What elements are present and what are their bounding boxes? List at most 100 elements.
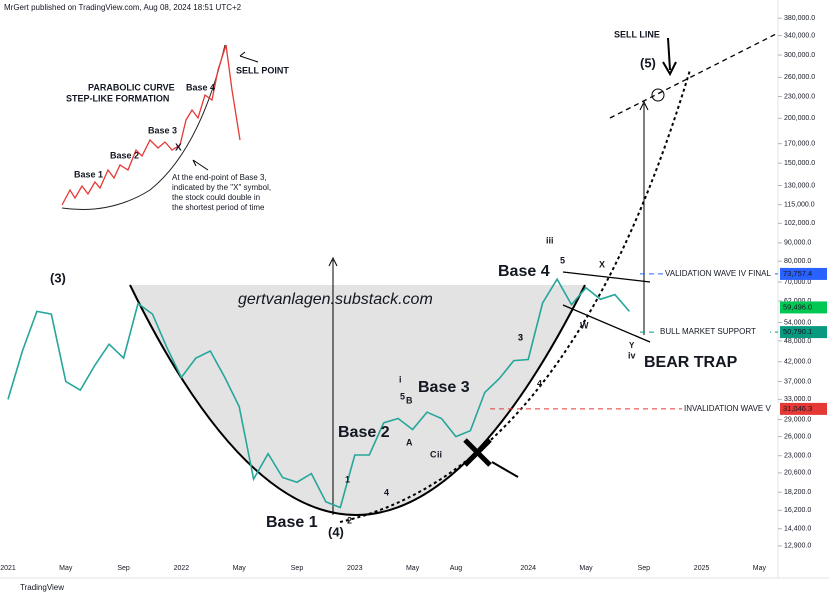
price-line: [7, 277, 631, 509]
annotation: i: [399, 374, 402, 384]
annotation: X: [599, 259, 605, 269]
y-tick-label: 170,000.0: [784, 141, 815, 148]
annotation: indicated by the "X" symbol,: [172, 183, 271, 192]
level-label-bg: [682, 402, 794, 415]
x-tick-label: May: [753, 565, 767, 572]
level-label-bg: [658, 326, 770, 339]
annotation: Base 4: [498, 263, 550, 280]
annotation: the stock could double in: [172, 193, 260, 202]
dotted-curve: [339, 69, 691, 523]
price-tag-label: 73,757.4: [783, 269, 812, 278]
y-tick-label: 70,000.0: [784, 279, 811, 286]
y-tick-label: 16,200.0: [784, 507, 811, 514]
x-tick-label: May: [59, 565, 73, 572]
level-name: VALIDATION WAVE IV FINAL: [665, 269, 771, 278]
annotation: iv: [628, 350, 636, 360]
inset-arrow: [192, 159, 209, 171]
x-tick-label: 2021: [0, 565, 16, 572]
annotation: 5: [560, 255, 565, 265]
level-name: BULL MARKET SUPPORT: [660, 327, 756, 336]
x-tick-label: 2023: [347, 565, 363, 572]
y-tick-label: 102,000.0: [784, 220, 815, 227]
sell-arrow: [662, 37, 677, 77]
x-tick-label: 2025: [694, 565, 710, 572]
y-tick-label: 90,000.0: [784, 240, 811, 247]
price-tag-label: 59,496.0: [783, 302, 812, 311]
price-tag: [780, 267, 827, 280]
annotation: 5: [400, 391, 405, 401]
annotation: STEP-LIKE FORMATION: [66, 93, 169, 103]
annotation: A: [406, 437, 413, 447]
annotation: ii: [437, 449, 442, 459]
annotation: 4: [537, 378, 542, 388]
y-tick-label: 62,000.0: [784, 298, 811, 305]
annotation: Y: [629, 341, 635, 350]
level-label-bg: [663, 267, 775, 280]
annotation: 4: [384, 487, 389, 497]
y-tick-label: 23,000.0: [784, 453, 811, 460]
y-tick-label: 300,000.0: [784, 52, 815, 59]
arrow-head: [639, 100, 649, 111]
y-tick-label: 230,000.0: [784, 93, 815, 100]
annotation: 3: [518, 332, 523, 342]
annotation: the shortest period of time: [172, 203, 265, 212]
annotation: Base 1: [266, 514, 318, 531]
annotation: PARABOLIC CURVE: [88, 82, 175, 92]
y-tick-label: 26,000.0: [784, 433, 811, 440]
x-tick-label: Sep: [117, 565, 130, 572]
y-tick-label: 29,000.0: [784, 416, 811, 423]
annotation: Base 4: [186, 82, 215, 92]
x-tick-label: Aug: [450, 565, 463, 572]
y-tick-label: 20,600.0: [784, 470, 811, 477]
y-tick-label: 14,400.0: [784, 526, 811, 533]
annotation: 1: [345, 474, 350, 484]
arrow: [491, 461, 519, 478]
annotation: C: [430, 449, 437, 459]
x-mark: [463, 438, 492, 467]
y-tick-label: 380,000.0: [784, 15, 815, 22]
annotation: At the end-point of Base 3,: [172, 173, 267, 182]
header: MrGert published on TradingView.com, Aug…: [4, 3, 242, 12]
annotation: W: [580, 320, 589, 330]
inset-arrow: [239, 51, 259, 63]
annotation: gertvanlagen.substack.com: [238, 291, 433, 308]
y-tick-label: 150,000.0: [784, 160, 815, 167]
y-tick-label: 80,000.0: [784, 258, 811, 265]
annotation: BEAR TRAP: [644, 354, 738, 371]
wedge-lines: [562, 271, 651, 343]
x-tick-label: 2022: [174, 565, 190, 572]
annotation: (4): [328, 524, 344, 539]
annotation: X: [175, 143, 182, 154]
y-tick-label: 33,000.0: [784, 396, 811, 403]
y-tick-label: 18,200.0: [784, 489, 811, 496]
annotation: (5): [640, 55, 656, 70]
x-tick-label: May: [406, 565, 420, 572]
price-tag: [780, 301, 827, 314]
sell-line: [609, 33, 777, 119]
x-tick-label: May: [233, 565, 247, 572]
y-tick-label: 340,000.0: [784, 32, 815, 39]
annotation: 3: [518, 332, 523, 342]
y-tick-label: 260,000.0: [784, 74, 815, 81]
level-name: INVALIDATION WAVE V: [684, 404, 771, 413]
y-tick-label: 42,000.0: [784, 359, 811, 366]
annotation: (3): [50, 270, 66, 285]
annotation: SELL LINE: [614, 29, 660, 39]
x-tick-label: May: [579, 565, 593, 572]
inset-curve: [61, 44, 226, 211]
y-tick-label: 200,000.0: [784, 115, 815, 122]
y-tick-label: 12,900.0: [784, 543, 811, 550]
annotation: 2: [347, 515, 352, 525]
annotation: SELL POINT: [236, 65, 289, 75]
price-tag-label: 50,790.1: [783, 327, 812, 336]
arrow-head: [328, 256, 338, 267]
annotation: iii: [546, 235, 554, 245]
annotation: Base 2: [110, 150, 139, 160]
y-tick-label: 37,000.0: [784, 378, 811, 385]
y-tick-label: 130,000.0: [784, 182, 815, 189]
y-tick-label: 54,000.0: [784, 319, 811, 326]
annotation: Base 1: [74, 169, 103, 179]
target-circle: [651, 88, 665, 102]
annotation: B: [406, 395, 413, 405]
